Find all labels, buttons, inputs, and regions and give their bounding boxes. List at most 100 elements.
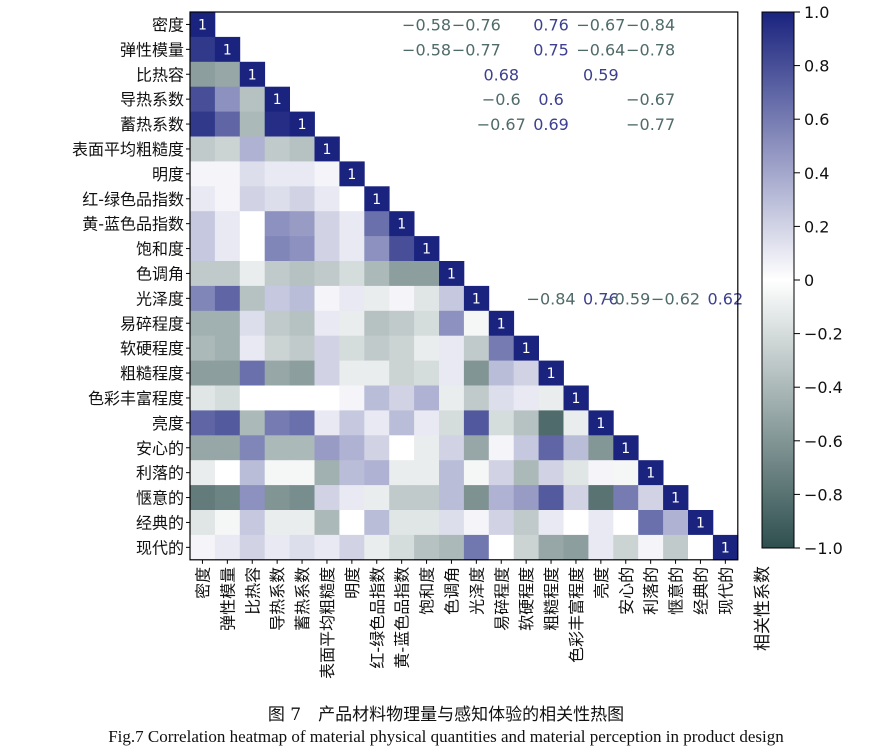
correlation-annotation: 0.59	[583, 65, 619, 84]
heatmap-cell	[638, 460, 664, 486]
heatmap-cell	[314, 410, 340, 436]
heatmap-cell	[239, 236, 266, 262]
heatmap-cell	[264, 510, 290, 536]
heatmap-cell	[389, 211, 415, 237]
heatmap-cell	[538, 534, 564, 561]
correlation-annotation: 0.69	[533, 115, 569, 134]
heatmap-cell	[414, 360, 440, 386]
heatmap-cell	[289, 186, 315, 212]
colorbar-tick: 0	[804, 271, 814, 290]
heatmap-cell	[339, 261, 365, 287]
heatmap-cell	[190, 410, 216, 436]
heatmap-cell	[688, 534, 714, 561]
y-axis-label: 比热容	[136, 65, 184, 84]
y-axis-label: 饱和度	[136, 240, 184, 259]
heatmap-cell	[439, 360, 465, 386]
heatmap-cell	[439, 460, 465, 486]
heatmap-cell	[264, 534, 290, 561]
x-axis-label: 易碎程度	[492, 567, 511, 631]
heatmap-cell	[314, 236, 340, 262]
x-axis-label: 粗糙程度	[542, 567, 561, 631]
heatmap-cell	[414, 285, 440, 312]
heatmap-cell	[613, 435, 639, 461]
heatmap-cell	[239, 410, 266, 436]
heatmap-cell	[339, 360, 365, 386]
correlation-annotation: −0.67	[576, 15, 625, 34]
y-axis-label: 明度	[152, 165, 184, 184]
correlation-annotation: 0.6	[538, 90, 563, 109]
heatmap-cell	[214, 360, 241, 386]
heatmap-cell	[364, 460, 390, 486]
heatmap-cell	[190, 310, 216, 337]
heatmap-cell	[339, 236, 365, 262]
heatmap-cell	[389, 236, 415, 262]
heatmap-cell	[588, 435, 614, 461]
heatmap-cell	[289, 310, 315, 337]
heatmap-cell	[289, 111, 315, 137]
heatmap-cell	[538, 485, 564, 511]
heatmap-cell	[414, 385, 440, 411]
heatmap-cell	[389, 435, 415, 461]
heatmap-cell	[214, 161, 241, 187]
y-axis-label: 导热系数	[120, 90, 184, 109]
heatmap-cell	[239, 211, 266, 237]
heatmap-cell	[264, 86, 290, 112]
heatmap-cell	[488, 485, 515, 511]
heatmap-cell	[264, 111, 290, 137]
heatmap-cell	[214, 510, 241, 536]
heatmap-cell	[314, 186, 340, 212]
heatmap-cell	[364, 410, 390, 436]
heatmap-cell	[264, 460, 290, 486]
x-axis-label: 蓄热系数	[293, 567, 312, 631]
heatmap-cell	[488, 335, 515, 361]
heatmap-cell	[389, 534, 415, 561]
colorbar-tick: 0.8	[804, 57, 829, 76]
diagonal-value: 1	[347, 167, 356, 183]
diagonal-value: 1	[223, 42, 232, 58]
heatmap-cell	[339, 534, 365, 561]
heatmap-cell	[339, 161, 365, 187]
heatmap-cell	[339, 510, 365, 536]
heatmap-cell	[513, 410, 539, 436]
heatmap-cell	[264, 161, 290, 187]
caption-english: Fig.7 Correlation heatmap of material ph…	[108, 727, 784, 746]
heatmap-cell	[214, 534, 241, 561]
diagonal-value: 1	[497, 316, 506, 332]
correlation-annotation: −0.77	[452, 40, 501, 59]
diagonal-value: 1	[621, 441, 630, 457]
diagonal-value: 1	[472, 291, 481, 307]
heatmap-cell	[364, 510, 390, 536]
heatmap-cell	[364, 360, 390, 386]
y-axis-label: 弹性模量	[120, 40, 184, 59]
heatmap-cell	[588, 410, 614, 436]
y-axis-label: 安心的	[136, 439, 184, 458]
heatmap-cell	[389, 510, 415, 536]
x-axis-label: 表面平均粗糙度	[318, 567, 337, 679]
heatmap-cell	[289, 261, 315, 287]
heatmap-cell	[190, 161, 216, 187]
y-axis-label: 密度	[152, 15, 184, 34]
heatmap-cell	[513, 435, 539, 461]
heatmap-cell	[414, 410, 440, 436]
heatmap-cell	[389, 460, 415, 486]
diagonal-value: 1	[571, 391, 580, 407]
heatmap-cell	[190, 261, 216, 287]
heatmap-cell	[190, 460, 216, 486]
heatmap-cell	[463, 335, 490, 361]
heatmap-cell	[314, 460, 340, 486]
heatmap-cell	[439, 285, 465, 312]
heatmap-cell	[190, 186, 216, 212]
heatmap-cell	[339, 285, 365, 312]
heatmap-cell	[264, 335, 290, 361]
heatmap-cell	[513, 385, 539, 411]
diagonal-value: 1	[646, 466, 655, 482]
correlation-annotation: −0.64	[576, 40, 625, 59]
heatmap-cell	[314, 211, 340, 237]
correlation-annotation: −0.58	[402, 40, 451, 59]
x-axis-label: 红-绿色品指数	[368, 567, 387, 669]
x-axis-label: 弹性模量	[218, 567, 237, 631]
heatmap-cell	[289, 385, 315, 411]
correlation-annotation: −0.59	[601, 289, 650, 308]
x-axis-label: 亮度	[592, 567, 611, 599]
heatmap-cell	[239, 61, 266, 88]
